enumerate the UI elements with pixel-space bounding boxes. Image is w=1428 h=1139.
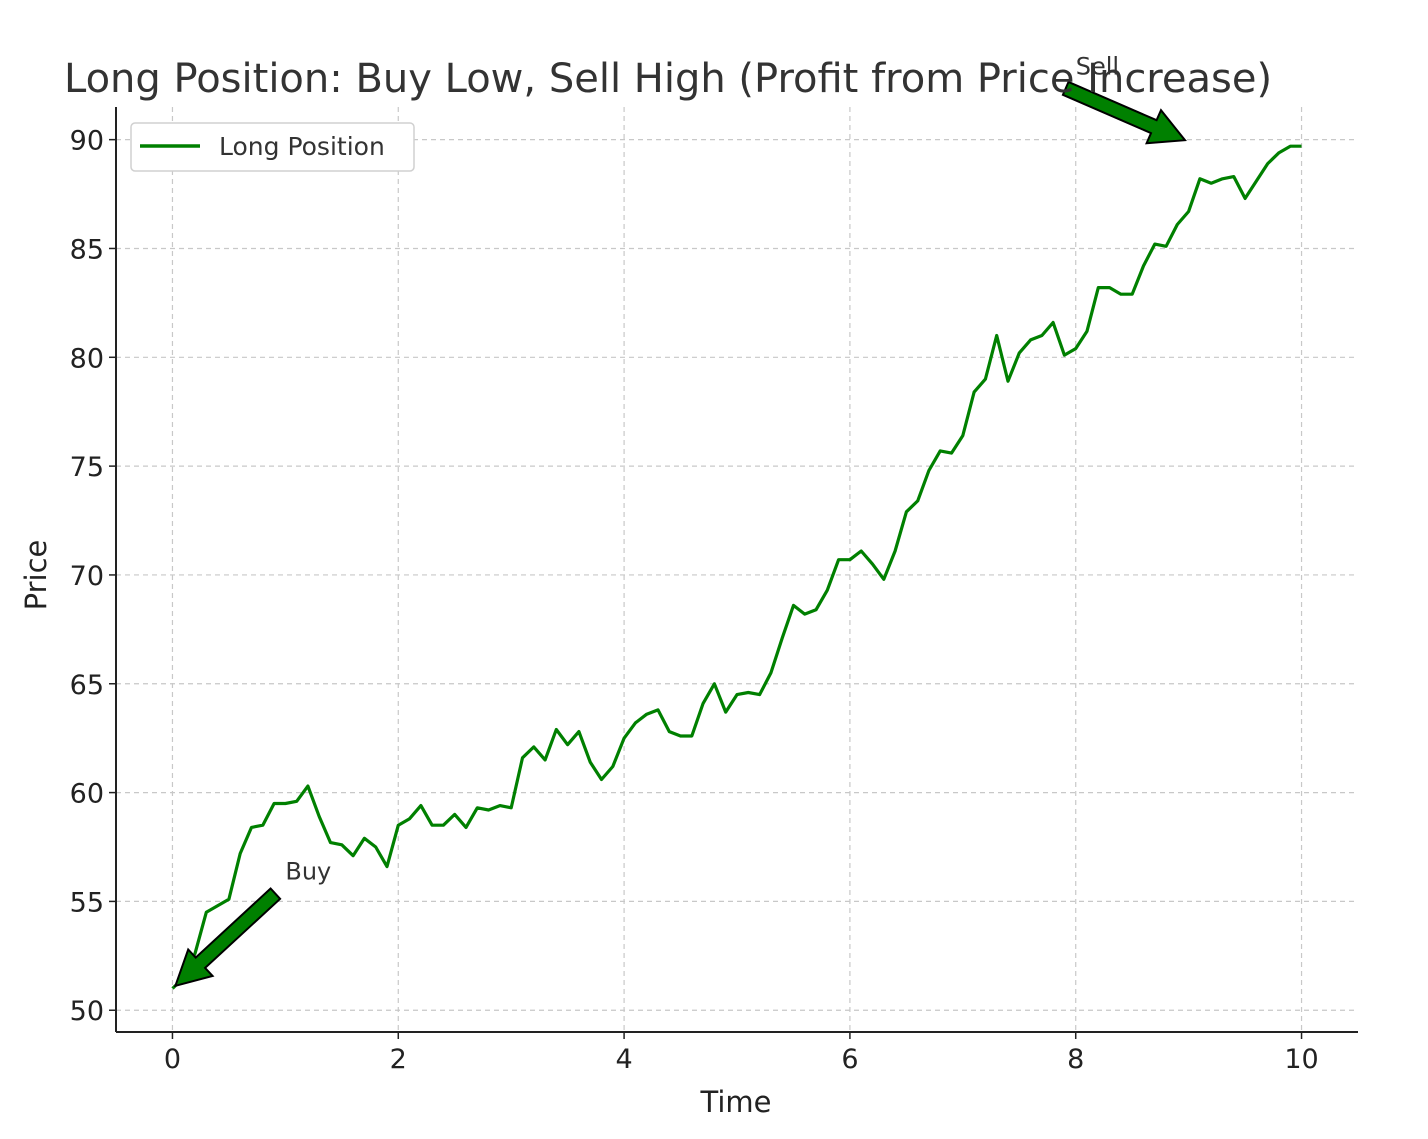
axes (115, 107, 1358, 1033)
y-tick-label: 55 (70, 887, 104, 918)
legend: Long Position (130, 122, 415, 172)
x-axis-label: Time (700, 1085, 772, 1119)
y-tick-label: 60 (70, 779, 104, 810)
annotation-arrow-buy (173, 887, 282, 988)
series-layer (171, 144, 1302, 990)
x-tick-label: 6 (841, 1044, 858, 1075)
x-tick-label: 8 (1067, 1044, 1084, 1075)
legend-label: Long Position (219, 132, 385, 161)
y-tick-label: 50 (70, 996, 104, 1027)
y-tick-label: 80 (70, 343, 104, 374)
grid (116, 107, 1358, 1032)
y-tick-label: 85 (70, 234, 104, 265)
x-tick-label: 4 (615, 1044, 632, 1075)
ticks: 0 2 4 6 8 10 50 55 60 65 70 75 80 85 90 (70, 126, 1319, 1075)
annotation-label-sell: Sell (1076, 52, 1119, 80)
chart-title: Long Position: Buy Low, Sell High (Profi… (64, 56, 1272, 102)
y-tick-label: 70 (70, 561, 104, 592)
series-line-long-position (171, 144, 1302, 990)
y-tick-label: 75 (70, 452, 104, 483)
annotations: Buy Sell (173, 52, 1187, 988)
y-axis-label: Price (19, 540, 53, 611)
y-tick-label: 65 (70, 670, 104, 701)
x-tick-label: 0 (164, 1044, 181, 1075)
x-tick-label: 10 (1284, 1044, 1318, 1075)
x-tick-label: 2 (390, 1044, 407, 1075)
annotation-label-buy: Buy (285, 858, 331, 886)
annotation-arrow-sell (1061, 80, 1187, 145)
y-tick-label: 90 (70, 126, 104, 157)
legend-box (130, 122, 415, 172)
